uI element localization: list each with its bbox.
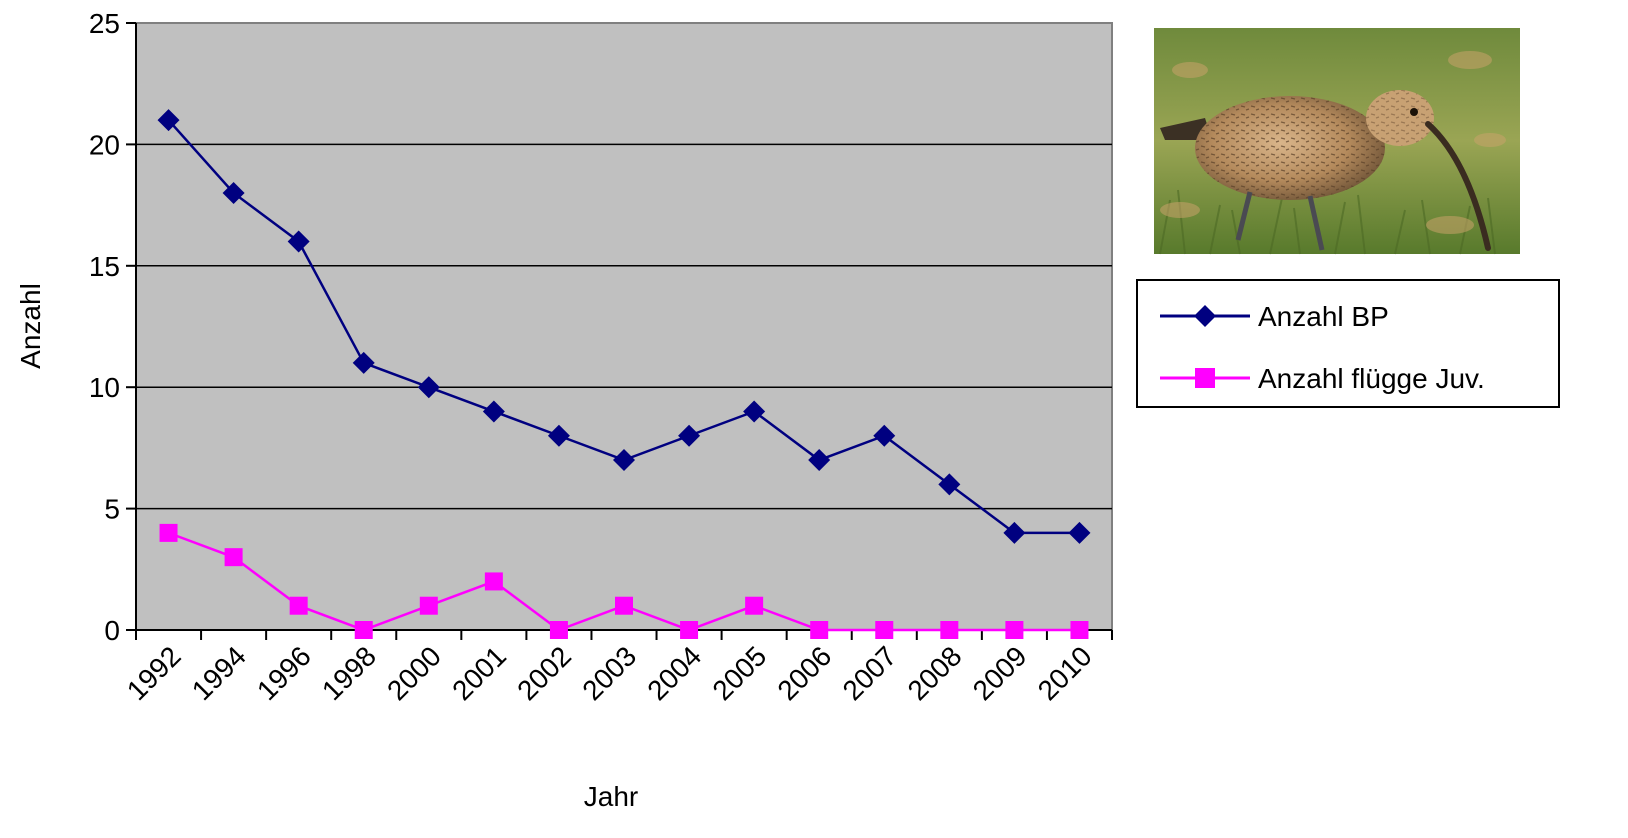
x-tick-label: 2003 <box>576 640 642 706</box>
data-point-anzahl-fluegge-juv <box>745 596 764 615</box>
x-tick-label: 1996 <box>251 640 317 706</box>
data-point-anzahl-fluegge-juv <box>875 621 894 639</box>
x-tick-label: 1994 <box>186 640 252 706</box>
legend: Anzahl BP Anzahl flügge Juv. <box>1136 279 1560 408</box>
data-point-anzahl-fluegge-juv <box>484 572 503 591</box>
x-tick-label: 2000 <box>381 640 447 706</box>
y-tick-label: 25 <box>89 8 120 39</box>
data-point-anzahl-fluegge-juv <box>1070 621 1089 639</box>
data-point-anzahl-fluegge-juv <box>224 548 243 567</box>
x-tick-label: 2002 <box>511 640 577 706</box>
data-point-anzahl-bp <box>222 181 245 204</box>
x-tick-label: 1992 <box>121 640 187 706</box>
data-point-anzahl-bp <box>547 424 570 447</box>
data-point-anzahl-bp <box>157 109 180 132</box>
y-tick-labels: 0 5 10 15 20 25 <box>89 8 120 646</box>
data-point-anzahl-bp <box>613 449 635 472</box>
data-point-anzahl-fluegge-juv <box>680 621 699 639</box>
data-point-anzahl-bp <box>482 400 505 423</box>
data-point-anzahl-bp <box>287 230 310 253</box>
data-point-anzahl-bp <box>743 400 766 423</box>
data-point-anzahl-fluegge-juv <box>810 621 829 639</box>
x-axis-title: Jahr <box>584 781 638 812</box>
data-point-anzahl-fluegge-juv <box>354 621 373 639</box>
series-group <box>157 109 1091 639</box>
data-point-anzahl-fluegge-juv <box>1005 621 1024 639</box>
data-point-anzahl-bp <box>678 424 701 447</box>
x-tick-label: 2005 <box>706 640 772 706</box>
data-point-anzahl-bp <box>417 376 440 399</box>
x-tick-label: 2007 <box>837 640 903 706</box>
y-tick-label: 15 <box>89 251 120 282</box>
data-point-anzahl-fluegge-juv <box>549 621 568 639</box>
x-tick-label: 2001 <box>446 640 512 706</box>
data-point-anzahl-bp <box>1003 521 1026 544</box>
y-tick-label: 5 <box>104 494 120 525</box>
data-point-anzahl-fluegge-juv <box>289 596 308 615</box>
x-tick-label: 1998 <box>316 640 382 706</box>
legend-label-anzahl-fluegge-juv: Anzahl flügge Juv. <box>1258 363 1485 394</box>
data-point-anzahl-fluegge-juv <box>940 621 959 639</box>
x-tick-label: 2006 <box>771 640 837 706</box>
data-point-anzahl-bp <box>808 449 831 472</box>
data-point-anzahl-bp <box>873 424 896 447</box>
data-point-anzahl-fluegge-juv <box>159 523 178 542</box>
legend-label-anzahl-bp: Anzahl BP <box>1258 301 1389 332</box>
legend-marker-anzahl-bp <box>1194 305 1216 327</box>
data-point-anzahl-bp <box>352 351 375 374</box>
y-tick-label: 10 <box>89 372 120 403</box>
legend-marker-anzahl-fluegge-juv <box>1195 368 1215 388</box>
y-tick-label: 20 <box>89 129 120 160</box>
y-tick-label: 0 <box>104 615 120 646</box>
y-axis-title: Anzahl <box>15 283 46 369</box>
plot-area <box>135 22 1113 631</box>
data-point-anzahl-bp <box>1068 521 1091 544</box>
data-point-anzahl-bp <box>938 473 961 496</box>
data-point-anzahl-fluegge-juv <box>419 596 438 615</box>
curlew-photo <box>1154 28 1520 255</box>
x-tick-label: 2009 <box>967 640 1033 706</box>
x-tick-label: 2010 <box>1032 640 1098 706</box>
x-tick-label: 2008 <box>902 640 968 706</box>
x-tick-labels: 1992 1994 1996 1998 2000 2001 2002 2003 2004 2005… <box>121 640 1098 706</box>
data-point-anzahl-fluegge-juv <box>615 596 633 615</box>
x-tick-label: 2004 <box>641 640 707 706</box>
gridlines <box>136 143 1112 510</box>
